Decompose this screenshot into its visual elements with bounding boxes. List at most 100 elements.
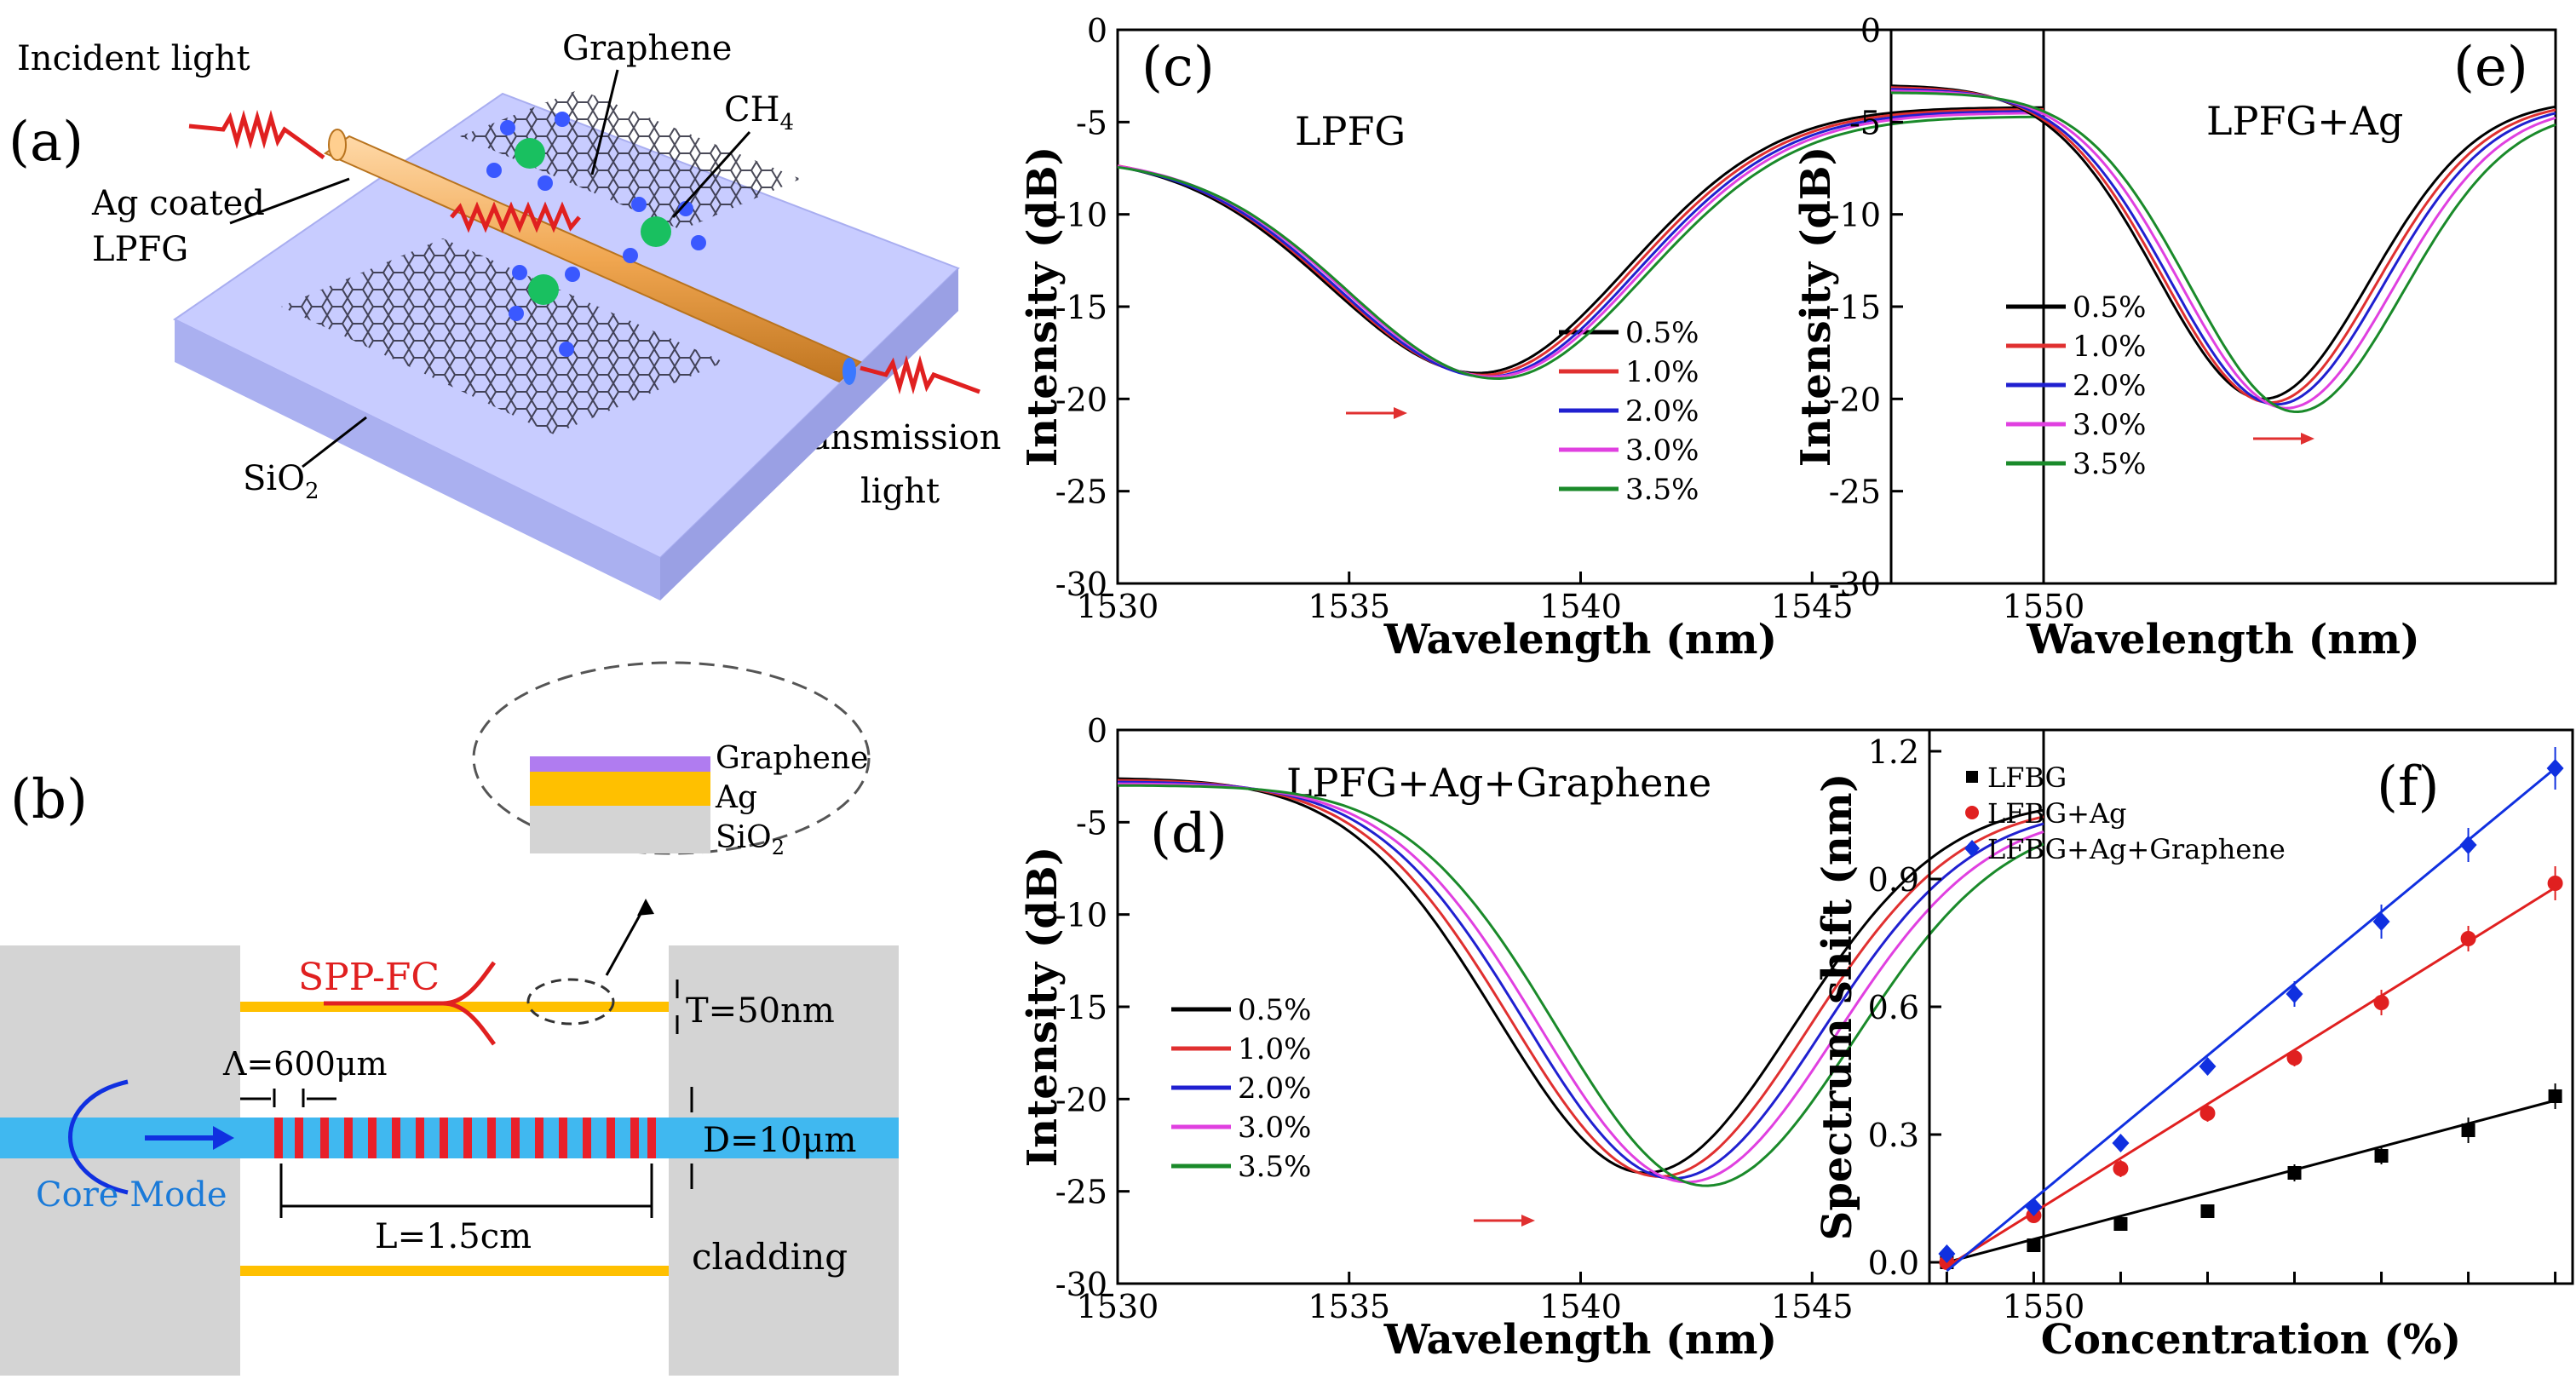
sio2-substrate-side-left: [175, 319, 660, 600]
y-tick-label: 0.3: [1868, 1117, 1919, 1154]
ch4-label: CH4: [724, 90, 794, 135]
panel-b: (b) Graphene Ag SiO2: [0, 661, 899, 1376]
cladding-left: [0, 945, 240, 1376]
legend-marker: [1965, 806, 1979, 819]
fiber-pointer: [229, 177, 350, 225]
x-axis-label: Wavelength (nm): [1383, 616, 1777, 664]
x-axis-label: Wavelength (nm): [1383, 1316, 1777, 1364]
spectrum-line: [1118, 784, 2044, 1187]
data-point-diamond: [2199, 1057, 2217, 1076]
y-axis-label: Intensity (dB): [1019, 847, 1067, 1168]
legend-label: 0.5%: [2073, 290, 2146, 325]
y-axis-label: Intensity (dB): [1792, 147, 1840, 468]
shift-arrowhead: [1394, 407, 1407, 419]
spp-branch-up: [442, 961, 497, 1006]
panel-label: (e): [2453, 36, 2528, 99]
x-tick-label: 1545: [1771, 1288, 1854, 1325]
chart-title: LPFG: [1295, 108, 1406, 154]
lpfg-label: LPFG: [92, 230, 188, 269]
panel-label: (d): [1150, 802, 1228, 865]
inset-ag-text: Ag: [715, 780, 757, 815]
y-tick-label: -10: [1829, 197, 1881, 234]
y-tick-label: -15: [1055, 289, 1107, 326]
fit-line: [1946, 1099, 2556, 1264]
data-point-square: [2113, 1217, 2128, 1231]
panel-label: (f): [2377, 756, 2440, 819]
grating-bars: [274, 1118, 656, 1158]
inset-graphene-text: Graphene: [716, 741, 868, 776]
spectrum-line: [1117, 115, 2044, 381]
shift-arrowhead: [2301, 433, 2314, 445]
y-tick-label: -15: [1829, 289, 1881, 326]
data-point-circle: [2113, 1161, 2129, 1176]
legend-label: 3.0%: [1625, 434, 1699, 468]
legend-label: 1.0%: [2073, 330, 2146, 364]
y-axis-label: Intensity (dB): [1019, 147, 1067, 468]
core-mode-profile: [68, 1079, 129, 1195]
y-tick-label: -20: [1055, 1081, 1107, 1118]
x-axis-label: Wavelength (nm): [2026, 616, 2419, 664]
ch4-pointer: [671, 130, 751, 219]
legend-label: 3.5%: [2073, 447, 2146, 481]
y-tick-label: 0: [1860, 12, 1881, 49]
y-tick-label: -30: [1829, 566, 1881, 603]
period-label: Λ=600μm: [222, 1045, 388, 1083]
spp-label: SPP-FC: [298, 956, 440, 999]
legend-label: 0.5%: [1238, 993, 1311, 1027]
x-tick-label: 1535: [1308, 588, 1390, 625]
y-tick-label: -25: [1829, 474, 1881, 511]
core-mode-arrowhead: [213, 1126, 234, 1150]
data-point-diamond: [2372, 912, 2390, 931]
fit-line: [1946, 886, 2556, 1268]
x-tick-label: 1540: [1539, 1288, 1622, 1325]
legend-label: 0.5%: [1625, 316, 1699, 350]
y-tick-label: -5: [1076, 804, 1107, 842]
sio2-substrate-side-right: [660, 268, 958, 600]
guided-light-wave: [450, 201, 581, 233]
data-point-diamond: [1938, 1244, 1956, 1263]
ag-layer-bottom: [240, 1266, 669, 1276]
panel-label: (c): [1141, 36, 1215, 99]
y-tick-label: -25: [1055, 1174, 1107, 1211]
legend-label: 3.5%: [1625, 473, 1699, 507]
data-point-diamond: [2112, 1134, 2130, 1152]
x-tick-label: 1530: [1077, 1288, 1159, 1325]
data-point-square: [2027, 1238, 2041, 1252]
ch4-molecule-3: [509, 265, 580, 357]
x-tick-label: 1535: [1308, 1288, 1390, 1325]
fiber-end-right: [842, 358, 856, 385]
chart-title: LPFG+Ag: [2206, 98, 2403, 144]
y-tick-label: -20: [1055, 381, 1107, 418]
ch4-molecule-2: [623, 197, 706, 263]
data-point-diamond: [2459, 836, 2477, 854]
legend-label: 1.0%: [1238, 1032, 1311, 1066]
chart-f-spectrum-shift: 0.0 0.3 0.6 0.9 1.2 Concentration (%) Spectrum…: [1814, 728, 2574, 1364]
chart-title: LPFG+Ag+Graphene: [1286, 760, 1711, 806]
graphene-sheet-lower: [281, 238, 724, 434]
y-tick-label: 0: [1087, 712, 1107, 750]
legend-label: LFBG+Ag: [1987, 797, 2127, 830]
y-tick-label: -25: [1055, 474, 1107, 511]
y-tick-label: -5: [1849, 104, 1881, 141]
y-tick-label: 0.0: [1868, 1244, 1919, 1282]
y-axis-label: Spectrum shift (nm): [1814, 773, 1861, 1241]
data-point-square: [2287, 1166, 2302, 1180]
ch4-molecule-1: [486, 112, 570, 191]
diameter-label: D=10μm: [703, 1121, 856, 1160]
y-tick-label: -15: [1055, 989, 1107, 1026]
spectrum-line: [1117, 777, 2044, 1175]
panel-a: (a) Incident light Graphene CH4 Ag coate…: [9, 29, 1001, 600]
y-tick-label: 0: [1087, 12, 1107, 49]
inset-pointer: [605, 904, 647, 976]
data-point-circle: [2286, 1050, 2303, 1066]
data-point-circle: [2373, 995, 2389, 1010]
inset-ag-layer: [530, 772, 710, 806]
data-point-diamond: [2286, 985, 2303, 1003]
y-tick-label: -30: [1055, 1266, 1107, 1303]
data-point-circle: [2460, 931, 2476, 946]
spectrum-line: [1117, 107, 2044, 376]
legend-label: 2.0%: [1625, 394, 1699, 428]
legend-label: 1.0%: [1625, 355, 1699, 389]
